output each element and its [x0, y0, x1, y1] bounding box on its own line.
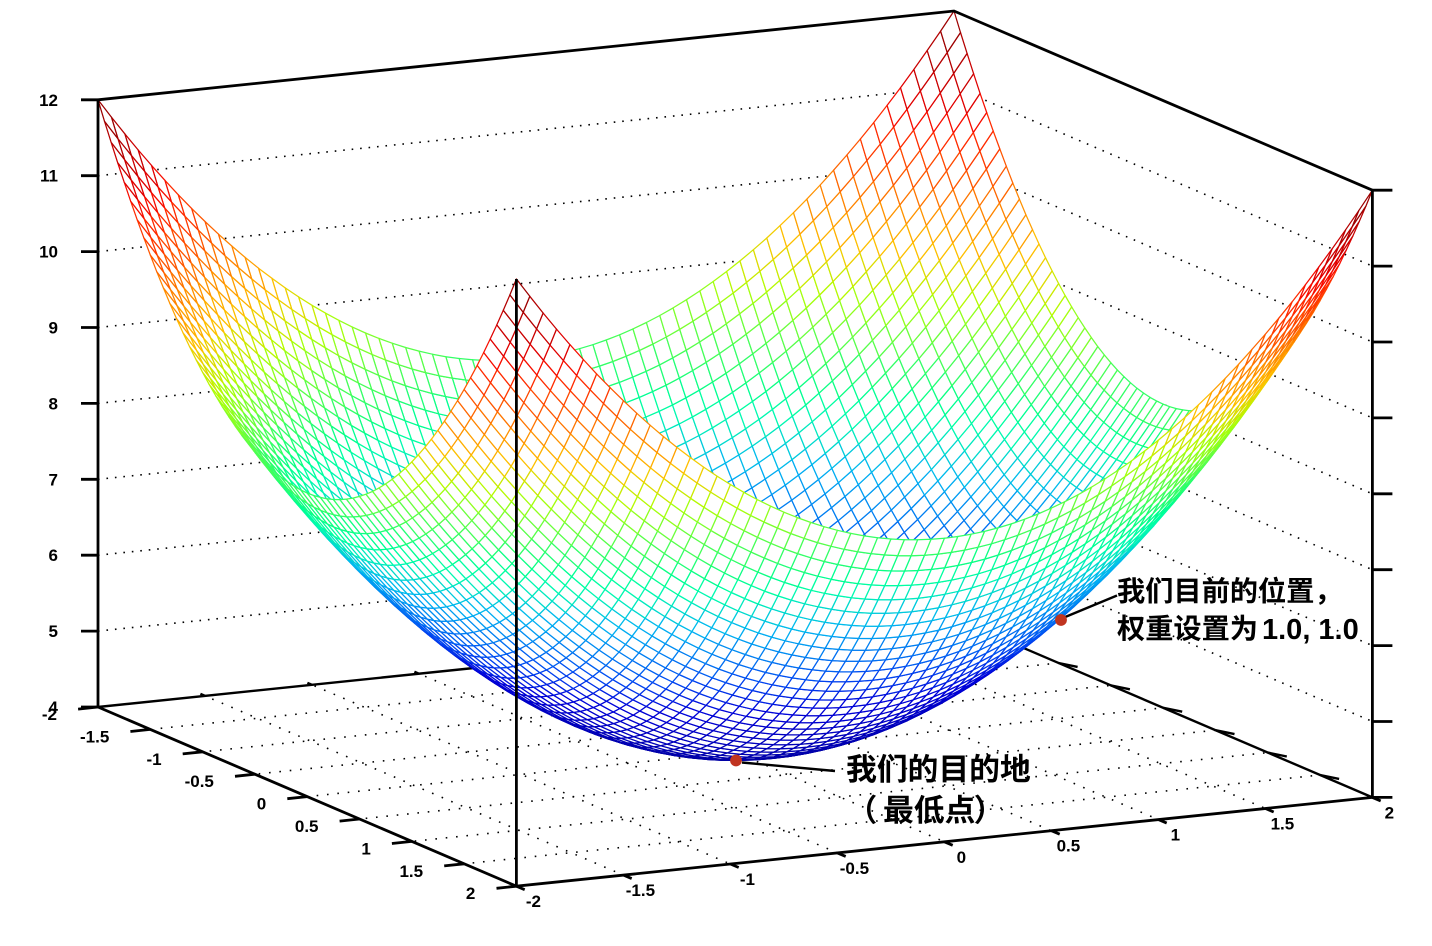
svg-text:5: 5: [49, 622, 58, 641]
svg-text:1: 1: [361, 839, 370, 858]
svg-text:9: 9: [49, 319, 58, 338]
svg-text:-2: -2: [526, 892, 541, 911]
svg-text:8: 8: [49, 394, 58, 413]
svg-text:1.5: 1.5: [1271, 815, 1295, 834]
svg-text:7: 7: [49, 470, 58, 489]
svg-text:1.0, 1.0: 1.0, 1.0: [1262, 614, 1359, 646]
svg-text:11: 11: [40, 167, 58, 186]
svg-text:-1: -1: [146, 750, 161, 769]
svg-text:-1: -1: [740, 870, 755, 889]
svg-text:-1.5: -1.5: [626, 881, 655, 900]
svg-text:0: 0: [957, 848, 966, 867]
svg-text:0: 0: [257, 795, 266, 814]
svg-text:2: 2: [466, 884, 475, 903]
svg-text:0.5: 0.5: [295, 817, 319, 836]
svg-text:-0.5: -0.5: [840, 859, 869, 878]
svg-text:10: 10: [39, 243, 58, 262]
svg-text:-0.5: -0.5: [185, 772, 214, 791]
svg-text:2: 2: [1385, 803, 1394, 822]
svg-text:-2: -2: [42, 705, 57, 724]
svg-text:1: 1: [1171, 826, 1180, 845]
svg-text:-1.5: -1.5: [80, 727, 109, 746]
svg-text:12: 12: [39, 91, 58, 110]
svg-text:4: 4: [49, 698, 59, 717]
svg-text:6: 6: [49, 546, 58, 565]
svg-text:0.5: 0.5: [1057, 837, 1081, 856]
svg-text:1.5: 1.5: [399, 862, 423, 881]
